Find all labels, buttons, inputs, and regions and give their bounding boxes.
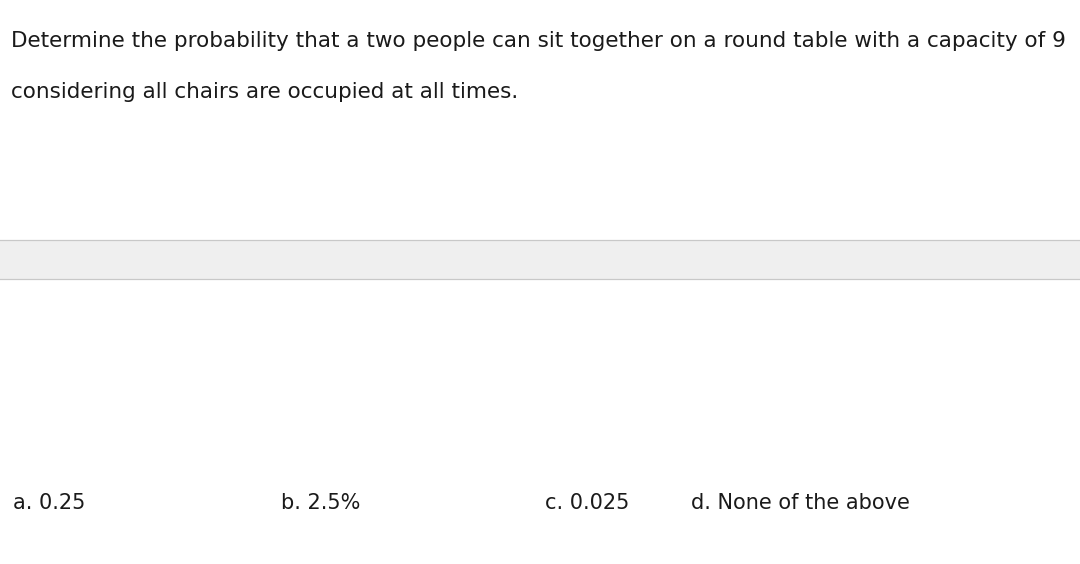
Text: considering all chairs are occupied at all times.: considering all chairs are occupied at a…: [11, 82, 518, 102]
Bar: [0, 240, 1080, 279]
Text: Determine the probability that a two people can sit together on a round table wi: Determine the probability that a two peo…: [11, 31, 1066, 51]
Text: d. None of the above: d. None of the above: [691, 494, 910, 513]
Text: b. 2.5%: b. 2.5%: [281, 494, 360, 513]
Text: a. 0.25: a. 0.25: [13, 494, 85, 513]
Text: c. 0.025: c. 0.025: [545, 494, 630, 513]
